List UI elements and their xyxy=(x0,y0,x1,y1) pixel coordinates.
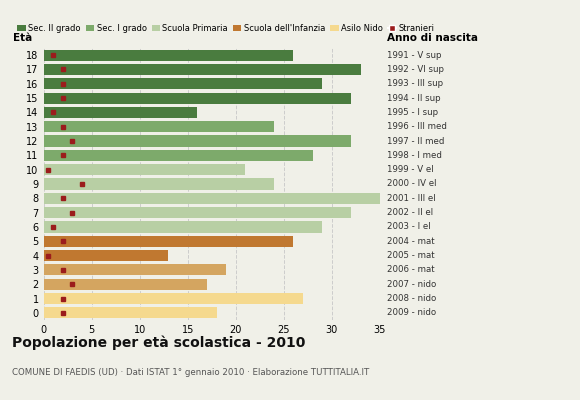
Bar xyxy=(44,64,361,75)
Text: 2002 - II el: 2002 - II el xyxy=(387,208,433,217)
Text: 2007 - nido: 2007 - nido xyxy=(387,280,436,289)
Bar xyxy=(44,264,226,276)
Bar xyxy=(44,178,274,190)
Bar xyxy=(44,50,293,61)
Bar xyxy=(44,207,351,218)
Bar xyxy=(44,279,207,290)
Text: 1997 - II med: 1997 - II med xyxy=(387,136,444,146)
Text: 2009 - nido: 2009 - nido xyxy=(387,308,436,317)
Text: 2000 - IV el: 2000 - IV el xyxy=(387,180,436,188)
Bar xyxy=(44,293,303,304)
Text: Popolazione per età scolastica - 2010: Popolazione per età scolastica - 2010 xyxy=(12,336,305,350)
Bar xyxy=(44,92,351,104)
Bar xyxy=(44,250,168,261)
Text: COMUNE DI FAEDIS (UD) · Dati ISTAT 1° gennaio 2010 · Elaborazione TUTTITALIA.IT: COMUNE DI FAEDIS (UD) · Dati ISTAT 1° ge… xyxy=(12,368,369,377)
Text: 1992 - VI sup: 1992 - VI sup xyxy=(387,65,444,74)
Legend: Sec. II grado, Sec. I grado, Scuola Primaria, Scuola dell'Infanzia, Asilo Nido, : Sec. II grado, Sec. I grado, Scuola Prim… xyxy=(17,24,435,33)
Bar xyxy=(44,78,322,89)
Bar xyxy=(44,221,322,232)
Text: 1999 - V el: 1999 - V el xyxy=(387,165,433,174)
Text: 2006 - mat: 2006 - mat xyxy=(387,265,434,274)
Bar xyxy=(44,121,274,132)
Bar xyxy=(44,164,245,175)
Text: 2003 - I el: 2003 - I el xyxy=(387,222,430,232)
Text: 2008 - nido: 2008 - nido xyxy=(387,294,436,303)
Bar xyxy=(44,107,197,118)
Text: Anno di nascita: Anno di nascita xyxy=(387,32,477,42)
Text: Età: Età xyxy=(13,32,32,42)
Text: 1998 - I med: 1998 - I med xyxy=(387,151,441,160)
Bar xyxy=(44,150,313,161)
Text: 1995 - I sup: 1995 - I sup xyxy=(387,108,438,117)
Bar xyxy=(44,193,380,204)
Text: 2001 - III el: 2001 - III el xyxy=(387,194,435,203)
Text: 2004 - mat: 2004 - mat xyxy=(387,237,434,246)
Text: 1991 - V sup: 1991 - V sup xyxy=(387,51,441,60)
Bar xyxy=(44,136,351,147)
Bar xyxy=(44,236,293,247)
Text: 1994 - II sup: 1994 - II sup xyxy=(387,94,440,103)
Bar xyxy=(44,307,216,318)
Text: 1993 - III sup: 1993 - III sup xyxy=(387,79,443,88)
Text: 2005 - mat: 2005 - mat xyxy=(387,251,434,260)
Text: 1996 - III med: 1996 - III med xyxy=(387,122,447,131)
